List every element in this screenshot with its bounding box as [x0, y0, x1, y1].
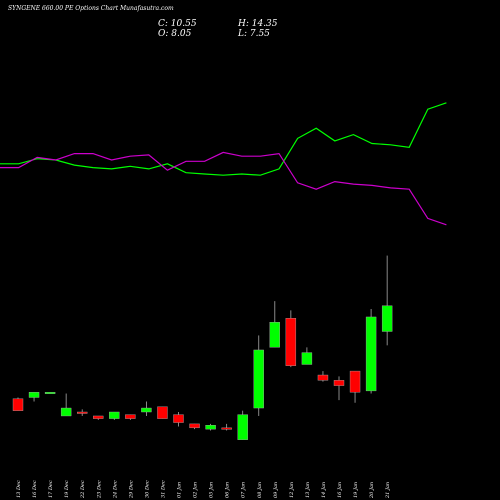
x-tick-label: 29 Dec: [128, 480, 134, 499]
x-tick-label: 23 Dec: [96, 480, 102, 499]
x-tick-label: 31 Dec: [160, 480, 166, 498]
open-value: O: 8.05: [158, 29, 192, 39]
x-tick-label: 24 Dec: [112, 480, 118, 499]
high-value: H: 14.35: [238, 19, 278, 29]
x-tick-label: 08 Jan: [257, 482, 263, 498]
x-tick-label: 13 Jan: [305, 482, 311, 498]
candle-body: [381, 305, 393, 332]
close-value: C: 10.55: [158, 19, 197, 29]
x-tick-label: 13 Dec: [16, 480, 22, 498]
candle-body: [365, 316, 377, 392]
candle-body: [76, 411, 88, 414]
indicator-line-1: [0, 102, 447, 176]
candle-body: [125, 414, 136, 419]
candle-body: [221, 427, 232, 430]
candle-body: [317, 374, 329, 381]
x-tick-label: 09 Jan: [273, 482, 279, 498]
candle-body: [349, 370, 361, 393]
x-tick-label: 06 Jan: [225, 482, 231, 498]
x-tick-label: 14 Jan: [321, 482, 327, 498]
candle-body: [333, 380, 345, 386]
x-tick-label: 20 Jan: [369, 482, 375, 499]
chart-title: SYNGENE 660.00 PE Options Chart Munafasu…: [8, 5, 174, 12]
candle-body: [109, 411, 120, 419]
low-value: L: 7.55: [238, 29, 270, 39]
x-tick-label: 22 Dec: [80, 480, 86, 499]
candle-body: [157, 406, 168, 419]
x-tick-label: 21 Jan: [385, 482, 391, 499]
candle-body: [60, 407, 72, 417]
x-tick-label: 12 Jan: [289, 482, 295, 498]
x-tick-label: 17 Dec: [48, 480, 54, 498]
x-tick-label: 16 Dec: [32, 480, 38, 498]
candle-body: [173, 414, 184, 423]
candle-body: [28, 392, 40, 398]
candle-body: [189, 423, 200, 429]
x-tick-label: 01 Jan: [177, 482, 183, 498]
x-tick-label: 16 Jan: [337, 482, 343, 498]
x-tick-label: 30 Dec: [144, 480, 150, 498]
x-tick-label: 07 Jan: [241, 482, 247, 498]
candle-body: [269, 322, 280, 348]
candle-body: [205, 425, 216, 430]
x-tick-label: 02 Jan: [193, 482, 199, 498]
candle-body: [93, 415, 104, 419]
indicator-line-2: [0, 151, 447, 226]
candle-body: [237, 414, 248, 440]
candle-body: [44, 392, 56, 394]
x-tick-label: 05 Jan: [209, 482, 215, 498]
x-tick-label: 19 Jan: [353, 482, 359, 498]
x-tick-label: 19 Dec: [64, 480, 70, 498]
candle-body: [285, 318, 297, 366]
candle-body: [253, 349, 264, 409]
candle-body: [12, 398, 24, 411]
candle-body: [141, 407, 152, 413]
candle-body: [301, 352, 313, 365]
